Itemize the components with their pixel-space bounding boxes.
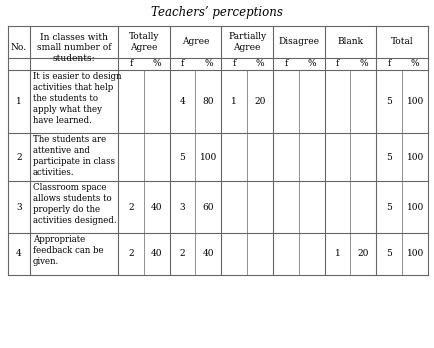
Text: No.: No.: [11, 44, 27, 53]
Text: %: %: [307, 60, 316, 69]
Text: %: %: [255, 60, 264, 69]
Text: Agree: Agree: [181, 38, 209, 47]
Text: 5: 5: [385, 250, 391, 259]
Text: 2: 2: [179, 250, 185, 259]
Text: 40: 40: [202, 250, 214, 259]
Text: Appropriate
feedback can be
given.: Appropriate feedback can be given.: [33, 235, 103, 266]
Text: 5: 5: [179, 152, 185, 161]
Text: 5: 5: [385, 97, 391, 106]
Text: f: f: [129, 60, 132, 69]
Text: f: f: [387, 60, 390, 69]
Text: 80: 80: [202, 97, 214, 106]
Text: 1: 1: [16, 97, 22, 106]
Text: 4: 4: [179, 97, 185, 106]
Text: %: %: [410, 60, 418, 69]
Text: Partially
Agree: Partially Agree: [227, 32, 266, 52]
Text: 2: 2: [128, 250, 133, 259]
Text: Total: Total: [390, 38, 413, 47]
Text: %: %: [358, 60, 367, 69]
Text: 2: 2: [128, 203, 133, 212]
Text: 4: 4: [16, 250, 22, 259]
Text: The students are
attentive and
participate in class
activities.: The students are attentive and participa…: [33, 135, 115, 177]
Text: It is easier to design
activities that help
the students to
apply what they
have: It is easier to design activities that h…: [33, 72, 121, 125]
Text: Classroom space
allows students to
properly do the
activities designed.: Classroom space allows students to prope…: [33, 183, 116, 225]
Text: Blank: Blank: [337, 38, 363, 47]
Text: 100: 100: [405, 152, 423, 161]
Text: %: %: [152, 60, 161, 69]
Text: 1: 1: [231, 97, 237, 106]
Text: 100: 100: [405, 97, 423, 106]
Text: 3: 3: [179, 203, 185, 212]
Text: 5: 5: [385, 152, 391, 161]
Text: 20: 20: [254, 97, 265, 106]
Text: f: f: [284, 60, 287, 69]
Text: Totally
Agree: Totally Agree: [128, 32, 159, 52]
Text: 2: 2: [16, 152, 22, 161]
Text: 100: 100: [405, 203, 423, 212]
Text: f: f: [181, 60, 184, 69]
Text: 20: 20: [357, 250, 368, 259]
Text: Teachers’ perceptions: Teachers’ perceptions: [151, 6, 282, 19]
Text: 5: 5: [385, 203, 391, 212]
Text: f: f: [232, 60, 235, 69]
Text: In classes with
small number of
students:: In classes with small number of students…: [36, 33, 111, 63]
Text: f: f: [335, 60, 339, 69]
Text: %: %: [204, 60, 212, 69]
Text: 60: 60: [202, 203, 214, 212]
Text: 100: 100: [199, 152, 217, 161]
Text: Disagree: Disagree: [278, 38, 319, 47]
Text: 40: 40: [151, 203, 162, 212]
Text: 3: 3: [16, 203, 22, 212]
Text: 40: 40: [151, 250, 162, 259]
Text: 1: 1: [334, 250, 340, 259]
Text: 100: 100: [405, 250, 423, 259]
